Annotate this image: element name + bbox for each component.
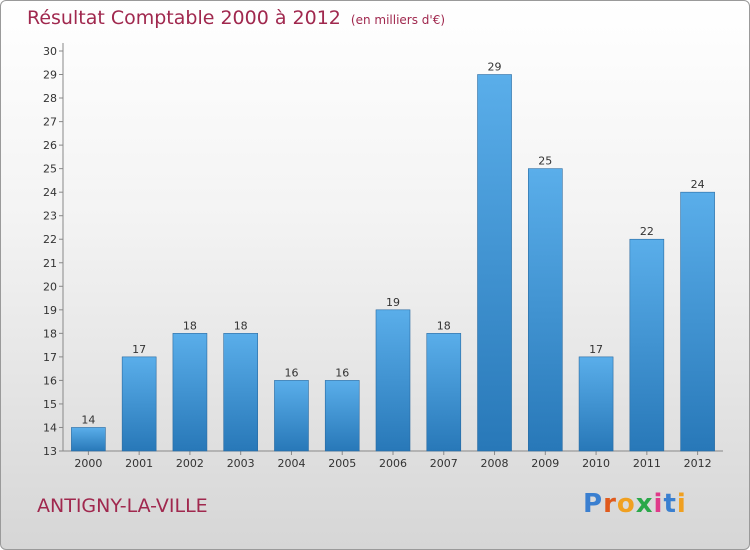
bar — [274, 380, 309, 452]
bar-value-label: 22 — [640, 225, 654, 238]
x-tick-label: 2010 — [582, 457, 610, 470]
bar-value-label: 14 — [81, 413, 95, 426]
bar — [121, 356, 157, 452]
logo-letter: P — [583, 489, 604, 519]
bar — [223, 333, 258, 452]
y-tick-label: 14 — [43, 421, 57, 434]
y-tick-label: 27 — [43, 116, 57, 129]
y-tick-label: 22 — [43, 233, 57, 246]
x-tick-label: 2007 — [430, 457, 458, 470]
y-tick-label: 25 — [43, 163, 57, 176]
x-tick-label: 2012 — [684, 457, 712, 470]
logo-letter: o — [616, 489, 636, 519]
logo-letter: t — [663, 489, 677, 519]
x-tick-label: 2000 — [74, 457, 102, 470]
logo-letter: i — [653, 489, 664, 519]
x-tick-label: 2006 — [379, 457, 407, 470]
x-tick-label: 2009 — [531, 457, 559, 470]
bar-value-label: 18 — [437, 319, 451, 332]
bar-value-label: 16 — [335, 366, 349, 379]
bar — [477, 74, 512, 452]
x-tick-label: 2004 — [277, 457, 305, 470]
y-tick-label: 29 — [43, 69, 57, 82]
x-tick-label: 2003 — [227, 457, 255, 470]
y-tick-label: 28 — [43, 92, 57, 105]
chart-bars: 14 17 18 18 16 16 19 18 29 25 17 22 24 — [71, 61, 715, 452]
y-tick-label: 30 — [43, 45, 57, 58]
bar-value-label: 18 — [183, 319, 197, 332]
bar — [528, 168, 563, 452]
bar-value-label: 19 — [386, 296, 400, 309]
bar-value-label: 25 — [538, 155, 552, 168]
logo-letter: i — [676, 489, 687, 519]
bar — [629, 238, 665, 452]
chart-title-block: Résultat Comptable 2000 à 2012 (en millie… — [27, 7, 445, 29]
bar — [578, 356, 614, 452]
bar — [71, 427, 106, 452]
y-tick-label: 15 — [43, 398, 57, 411]
bar-value-label: 24 — [691, 178, 705, 191]
bar-value-label: 17 — [589, 343, 603, 356]
chart-subtitle: (en milliers d'€) — [350, 13, 446, 27]
x-tick-label: 2005 — [328, 457, 356, 470]
y-tick-label: 13 — [43, 445, 57, 458]
bar — [324, 380, 360, 452]
y-tick-label: 21 — [43, 257, 57, 270]
y-tick-label: 24 — [43, 186, 57, 199]
y-tick-label: 20 — [43, 280, 57, 293]
logo-letter: x — [635, 489, 654, 519]
y-tick-label: 17 — [43, 351, 57, 364]
bar-value-label: 18 — [234, 319, 248, 332]
y-tick-label: 26 — [43, 139, 57, 152]
bar — [172, 333, 208, 452]
y-tick-label: 23 — [43, 210, 57, 223]
bar — [680, 191, 715, 452]
x-tick-label: 2011 — [633, 457, 661, 470]
logo-letter: r — [603, 489, 617, 519]
y-tick-label: 18 — [43, 327, 57, 340]
y-tick-label: 19 — [43, 304, 57, 317]
bar-value-label: 29 — [488, 61, 502, 74]
bar-value-label: 17 — [132, 343, 146, 356]
commune-name: ANTIGNY-LA-VILLE — [37, 495, 208, 517]
bar — [375, 309, 411, 452]
chart-title: Résultat Comptable 2000 à 2012 — [27, 7, 341, 29]
x-tick-label: 2002 — [176, 457, 204, 470]
bar-value-label: 16 — [284, 366, 298, 379]
bar — [426, 333, 462, 452]
x-tick-label: 2001 — [125, 457, 153, 470]
proxiti-logo[interactable]: Proxiti — [583, 489, 687, 519]
y-tick-label: 16 — [43, 374, 57, 387]
x-tick-label: 2008 — [481, 457, 509, 470]
